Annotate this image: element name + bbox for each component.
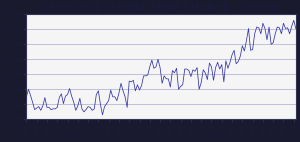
Title: 1880-2011 GLOBAL TEMP CHANGE - Celsius: 1880-2011 GLOBAL TEMP CHANGE - Celsius bbox=[42, 3, 280, 13]
